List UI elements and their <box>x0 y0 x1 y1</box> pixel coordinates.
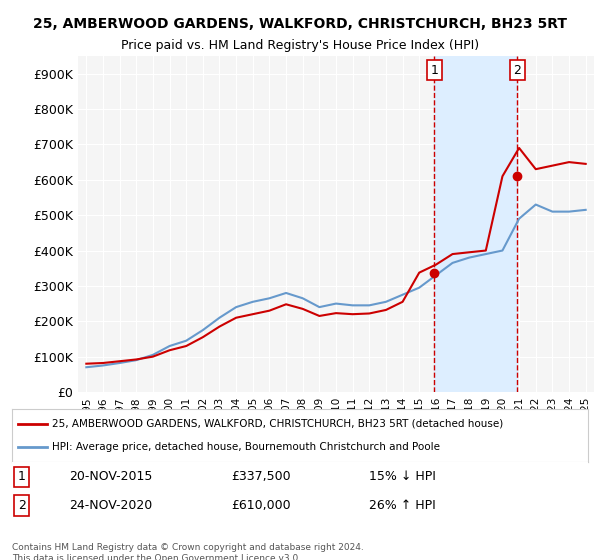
Text: 20-NOV-2015: 20-NOV-2015 <box>70 470 153 483</box>
Text: 26% ↑ HPI: 26% ↑ HPI <box>369 499 436 512</box>
Text: Price paid vs. HM Land Registry's House Price Index (HPI): Price paid vs. HM Land Registry's House … <box>121 39 479 52</box>
Text: 25, AMBERWOOD GARDENS, WALKFORD, CHRISTCHURCH, BH23 5RT: 25, AMBERWOOD GARDENS, WALKFORD, CHRISTC… <box>33 17 567 31</box>
Text: HPI: Average price, detached house, Bournemouth Christchurch and Poole: HPI: Average price, detached house, Bour… <box>52 442 440 452</box>
Text: 25, AMBERWOOD GARDENS, WALKFORD, CHRISTCHURCH, BH23 5RT (detached house): 25, AMBERWOOD GARDENS, WALKFORD, CHRISTC… <box>52 419 503 429</box>
Text: £337,500: £337,500 <box>231 470 290 483</box>
Bar <box>434 56 517 392</box>
Text: 1: 1 <box>430 64 438 77</box>
Text: £610,000: £610,000 <box>231 499 290 512</box>
Text: 2: 2 <box>18 499 26 512</box>
Text: 1: 1 <box>18 470 26 483</box>
Text: 24-NOV-2020: 24-NOV-2020 <box>70 499 153 512</box>
Text: 15% ↓ HPI: 15% ↓ HPI <box>369 470 436 483</box>
Text: 2: 2 <box>514 64 521 77</box>
Text: Contains HM Land Registry data © Crown copyright and database right 2024.
This d: Contains HM Land Registry data © Crown c… <box>12 543 364 560</box>
